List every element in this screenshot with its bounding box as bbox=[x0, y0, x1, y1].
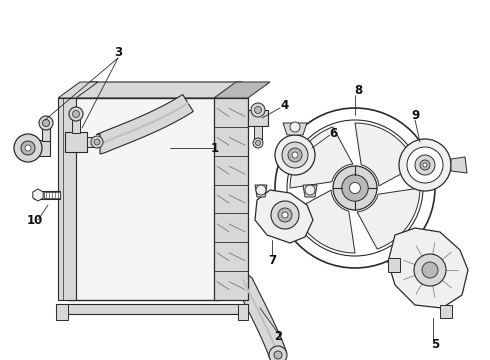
Circle shape bbox=[274, 351, 282, 359]
Circle shape bbox=[39, 116, 53, 130]
Circle shape bbox=[278, 208, 292, 222]
Polygon shape bbox=[90, 82, 242, 284]
Polygon shape bbox=[388, 228, 468, 308]
Circle shape bbox=[73, 111, 79, 117]
Circle shape bbox=[420, 160, 430, 170]
Text: 8: 8 bbox=[354, 84, 362, 96]
Circle shape bbox=[399, 139, 451, 191]
Circle shape bbox=[414, 254, 446, 286]
Polygon shape bbox=[214, 82, 270, 98]
Circle shape bbox=[282, 142, 308, 168]
Circle shape bbox=[288, 148, 302, 162]
Polygon shape bbox=[44, 192, 60, 198]
Polygon shape bbox=[255, 190, 313, 243]
Circle shape bbox=[271, 201, 299, 229]
Circle shape bbox=[333, 166, 377, 210]
Circle shape bbox=[94, 139, 100, 145]
Polygon shape bbox=[56, 304, 248, 314]
Polygon shape bbox=[355, 123, 416, 186]
Text: 5: 5 bbox=[431, 338, 439, 351]
Circle shape bbox=[290, 122, 300, 132]
Text: 6: 6 bbox=[329, 126, 337, 140]
Circle shape bbox=[91, 136, 103, 148]
Polygon shape bbox=[68, 82, 242, 98]
Circle shape bbox=[251, 103, 265, 117]
Polygon shape bbox=[28, 140, 50, 156]
Text: 10: 10 bbox=[27, 213, 43, 226]
Polygon shape bbox=[451, 157, 467, 173]
Circle shape bbox=[415, 155, 435, 175]
Circle shape bbox=[269, 346, 287, 360]
Polygon shape bbox=[254, 126, 262, 143]
Circle shape bbox=[275, 108, 435, 268]
Polygon shape bbox=[56, 304, 68, 320]
Polygon shape bbox=[87, 137, 97, 147]
Circle shape bbox=[292, 152, 298, 158]
Text: 9: 9 bbox=[411, 108, 419, 122]
Circle shape bbox=[256, 185, 266, 195]
Circle shape bbox=[21, 141, 35, 155]
Polygon shape bbox=[33, 189, 43, 201]
Polygon shape bbox=[97, 95, 194, 154]
Polygon shape bbox=[440, 305, 452, 318]
Circle shape bbox=[14, 134, 42, 162]
Circle shape bbox=[422, 262, 438, 278]
Polygon shape bbox=[238, 304, 248, 320]
Polygon shape bbox=[294, 190, 355, 253]
Circle shape bbox=[407, 147, 443, 183]
Circle shape bbox=[43, 120, 49, 126]
Polygon shape bbox=[42, 123, 50, 141]
Text: 3: 3 bbox=[114, 45, 122, 59]
Text: 7: 7 bbox=[268, 253, 276, 266]
Circle shape bbox=[253, 138, 263, 148]
Polygon shape bbox=[34, 191, 60, 199]
Text: 4: 4 bbox=[281, 99, 289, 112]
Circle shape bbox=[282, 212, 288, 218]
Polygon shape bbox=[68, 98, 220, 300]
Polygon shape bbox=[58, 98, 76, 300]
Text: 1: 1 bbox=[211, 141, 219, 154]
Text: 2: 2 bbox=[274, 330, 282, 343]
Polygon shape bbox=[236, 271, 287, 358]
Circle shape bbox=[275, 135, 315, 175]
Circle shape bbox=[342, 175, 368, 201]
Polygon shape bbox=[220, 82, 242, 300]
Polygon shape bbox=[65, 132, 87, 152]
Circle shape bbox=[69, 107, 83, 121]
Circle shape bbox=[255, 140, 261, 145]
Polygon shape bbox=[214, 98, 248, 300]
Polygon shape bbox=[255, 185, 267, 197]
Polygon shape bbox=[303, 185, 317, 197]
Polygon shape bbox=[58, 82, 98, 98]
Circle shape bbox=[349, 183, 361, 194]
Polygon shape bbox=[248, 110, 268, 126]
Polygon shape bbox=[388, 258, 400, 272]
Polygon shape bbox=[283, 123, 307, 135]
Polygon shape bbox=[357, 188, 420, 249]
Circle shape bbox=[254, 107, 262, 113]
Circle shape bbox=[305, 185, 315, 195]
Circle shape bbox=[25, 145, 31, 151]
Circle shape bbox=[423, 163, 427, 167]
Polygon shape bbox=[72, 114, 80, 133]
Polygon shape bbox=[290, 127, 353, 188]
